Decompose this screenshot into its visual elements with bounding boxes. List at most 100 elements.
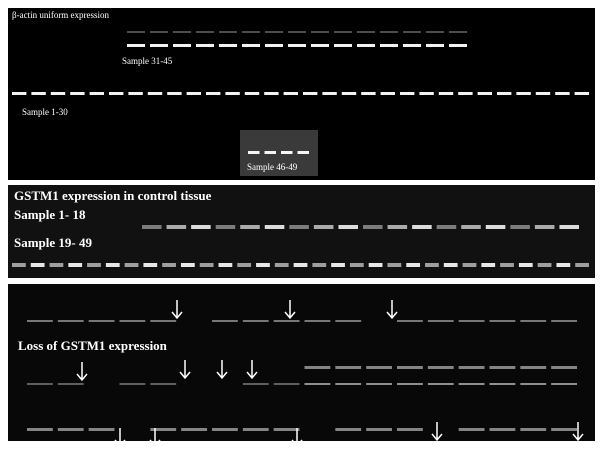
band [150, 383, 176, 385]
label: Sample 31-45 [122, 56, 173, 66]
panel-title: GSTM1 expression in control tissue [14, 188, 212, 203]
band [264, 92, 278, 95]
band [173, 31, 191, 33]
band [551, 383, 577, 385]
band [173, 44, 191, 47]
band [403, 31, 421, 33]
band [412, 225, 432, 229]
band [397, 366, 423, 369]
band [150, 320, 176, 322]
band [397, 320, 423, 322]
panel-title: β-actin uniform expression [12, 10, 110, 20]
band [142, 225, 162, 229]
band [212, 320, 238, 322]
band [486, 225, 506, 229]
band [535, 225, 555, 229]
band [497, 92, 511, 95]
band [551, 428, 577, 431]
band [245, 92, 259, 95]
band [70, 92, 84, 95]
band [444, 263, 458, 267]
band [459, 428, 485, 431]
label: Sample 1- 18 [14, 207, 86, 222]
band [181, 263, 195, 267]
band [90, 92, 104, 95]
band [335, 428, 361, 431]
band [127, 44, 145, 47]
band [380, 44, 398, 47]
band [68, 263, 82, 267]
band [242, 44, 260, 47]
panel-title: Loss of GSTM1 expression [18, 338, 168, 353]
band [219, 263, 233, 267]
band [305, 366, 331, 369]
band [311, 44, 329, 47]
band [458, 92, 472, 95]
band [555, 92, 569, 95]
band [559, 225, 579, 229]
band [243, 383, 269, 385]
band [274, 383, 300, 385]
band [575, 92, 589, 95]
band [314, 225, 334, 229]
band [51, 92, 65, 95]
band [490, 383, 516, 385]
band [490, 428, 516, 431]
band [303, 92, 317, 95]
band [380, 31, 398, 33]
band [366, 366, 392, 369]
band [128, 92, 142, 95]
band [519, 263, 533, 267]
band [274, 428, 300, 431]
band [219, 31, 237, 33]
band [58, 428, 84, 431]
band [143, 263, 157, 267]
band [206, 92, 220, 95]
band [551, 320, 577, 322]
band [256, 263, 270, 267]
band [200, 263, 214, 267]
band [490, 366, 516, 369]
band [31, 263, 45, 267]
band [387, 263, 401, 267]
band [538, 263, 552, 267]
band [187, 92, 201, 95]
band [148, 92, 162, 95]
band [459, 320, 485, 322]
band [162, 263, 176, 267]
band [428, 320, 454, 322]
band [265, 225, 285, 229]
band [242, 31, 260, 33]
band [305, 320, 331, 322]
band [265, 44, 283, 47]
band [556, 263, 570, 267]
band [305, 383, 331, 385]
band [125, 263, 139, 267]
band [369, 263, 383, 267]
band [363, 225, 383, 229]
band [397, 383, 423, 385]
band [281, 151, 293, 154]
band [481, 263, 495, 267]
band [510, 225, 530, 229]
band [428, 383, 454, 385]
band [248, 151, 260, 154]
band [366, 383, 392, 385]
gel-figure: β-actin uniform expression Sample 31-45 … [0, 0, 603, 455]
band [167, 92, 181, 95]
band [335, 366, 361, 369]
band [322, 92, 336, 95]
band [425, 263, 439, 267]
band [31, 92, 45, 95]
band [298, 151, 310, 154]
band [342, 92, 356, 95]
band [289, 225, 309, 229]
band [350, 263, 364, 267]
band [500, 263, 514, 267]
band [357, 44, 375, 47]
band [288, 31, 306, 33]
band [520, 366, 546, 369]
band [288, 44, 306, 47]
band [335, 320, 361, 322]
band [490, 320, 516, 322]
